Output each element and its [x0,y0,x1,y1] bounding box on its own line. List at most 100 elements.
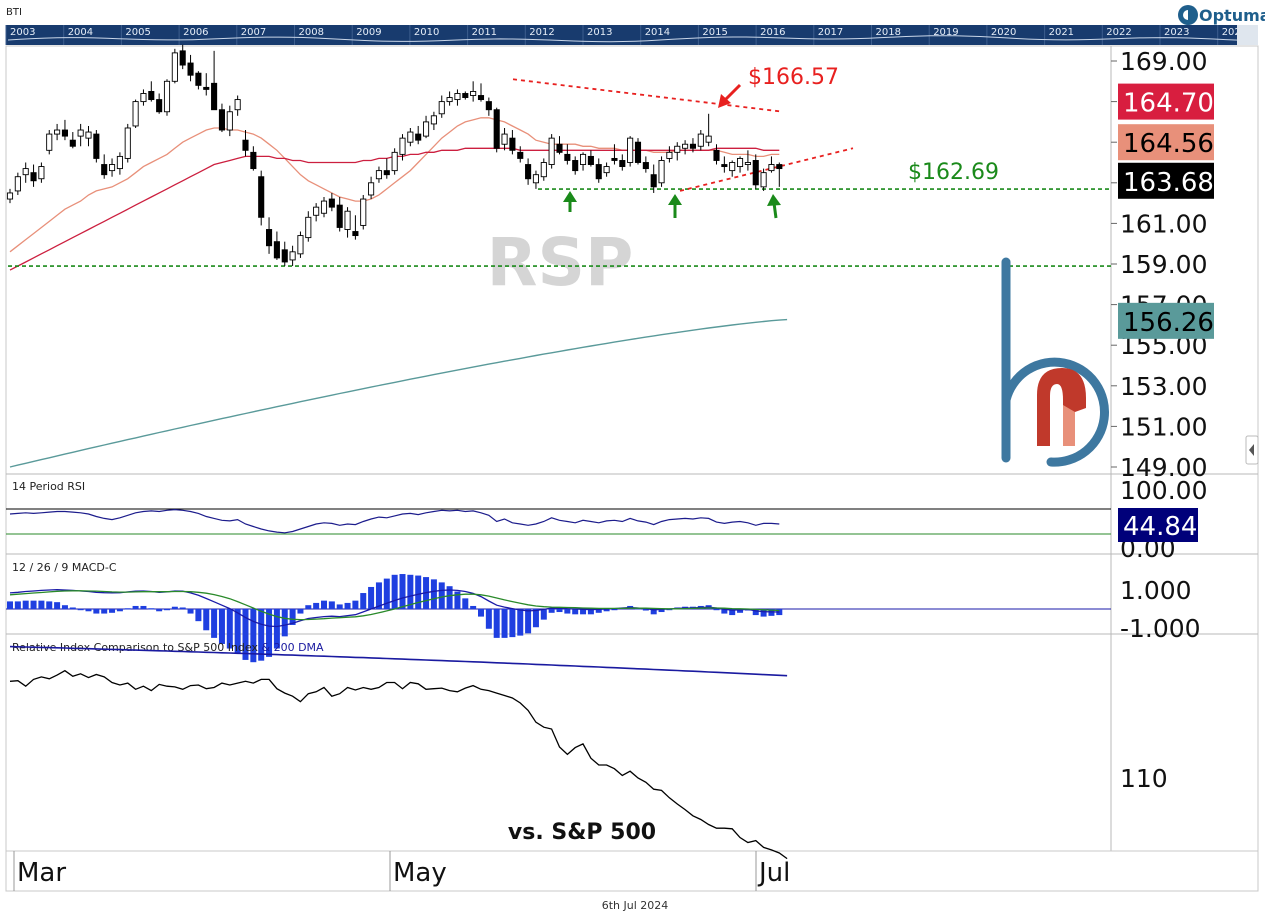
candle [360,194,367,230]
candle [446,91,453,106]
candle [603,162,610,177]
candle [61,119,68,141]
macd-histogram-bar [69,607,76,609]
macd-histogram [7,574,783,663]
candle [485,97,492,116]
candle [705,113,712,147]
candle [179,44,186,70]
macd-histogram-bar [721,609,728,614]
macd-histogram-bar [415,575,422,609]
timeline-navigator[interactable]: 2003 2004 2005 2006 2007 2008 2009 2010 2011 2012… [5,25,1258,45]
candle [415,125,422,145]
timeline-bar[interactable] [6,25,1258,45]
macd-histogram-bar [407,574,414,609]
candle [368,176,375,200]
candle [572,156,579,175]
candle [375,166,383,183]
timeline-year-label[interactable]: 2013 [587,27,612,38]
timeline-year-label[interactable]: 2015 [702,27,727,38]
timeline-year-label[interactable]: 2009 [356,27,381,38]
timeline-year-label[interactable]: 2021 [1049,27,1074,38]
svg-text:163.68: 163.68 [1123,168,1214,198]
timeline-year-label[interactable]: 2023 [1164,27,1189,38]
relative-y-axis: 110 [1120,764,1168,793]
rsi-line [9,508,780,534]
macd-histogram-bar [187,609,194,614]
price-tick-label: 153.00 [1120,372,1207,401]
side-panel-toggle[interactable] [1245,435,1259,465]
candle [477,83,485,102]
timeline-year-label[interactable]: 2019 [933,27,958,38]
candle [226,105,233,137]
candle [438,95,445,118]
timeline-year-label[interactable]: 2022 [1106,27,1131,38]
green-arrow-icon [563,191,577,212]
macd-histogram-bar [164,609,170,611]
timeline-year-label[interactable]: 2006 [183,27,208,38]
macd-histogram-bar [61,605,68,609]
macd-histogram-bar [242,609,249,660]
timeline-year-label[interactable]: 2017 [818,27,843,38]
timeline-year-label[interactable]: 2014 [645,27,670,38]
candle [258,170,265,226]
candlestick-series [6,44,783,267]
candle [116,152,123,175]
timeline-year-label[interactable]: 2007 [241,27,266,38]
macd-histogram-bar [250,609,257,663]
candle [320,197,328,218]
candle [768,156,775,173]
macd-histogram-bar [580,609,587,615]
candle [493,107,500,153]
rsi-title: 14 Period RSI [12,480,85,493]
macd-histogram-bar [273,609,280,649]
candle [548,134,555,169]
timeline-scroll-handle[interactable] [1237,25,1258,45]
timeline-year-label[interactable]: 2024 [1222,27,1247,38]
candle [163,79,171,116]
candle [462,91,469,100]
macd-histogram-bar [116,609,123,612]
relative-tick-label: 110 [1120,764,1168,793]
price-tick-label: 151.00 [1120,412,1207,441]
timeline-year-label[interactable]: 2003 [10,27,35,38]
macd-histogram-bar [556,609,563,613]
macd-histogram-bar [658,609,665,613]
macd-histogram-bar [517,609,524,636]
candle [218,103,226,133]
timeline-year-label[interactable]: 2011 [472,27,497,38]
macd-histogram-bar [352,600,359,609]
timeline-year-label[interactable]: 2018 [876,27,901,38]
rsi-y-axis: 100.000.00 [1120,476,1207,563]
candle [101,154,108,179]
macd-histogram-bar [587,609,594,615]
chevron-left-icon[interactable] [1249,444,1254,456]
macd-histogram-bar [218,609,225,644]
candle [470,81,477,102]
candle [313,203,320,222]
candle [195,71,202,90]
macd-histogram-bar [572,609,579,615]
candle [203,73,210,96]
macd-histogram-bar [737,609,744,613]
candle [187,54,194,82]
timeline-year-label[interactable]: 2008 [299,27,324,38]
price-label: 164.70 [1118,83,1214,120]
relative-title-suffix: & 200 DMA [258,641,324,654]
macd-histogram-bar [179,607,186,609]
candle [85,125,92,147]
timeline-year-label[interactable]: 2010 [414,27,439,38]
candle [54,123,61,141]
timeline-year-label[interactable]: 2004 [68,27,93,38]
candle [658,156,665,187]
timeline-year-label[interactable]: 2020 [991,27,1016,38]
candle [587,150,594,167]
timeline-year-label[interactable]: 2005 [125,27,150,38]
candle [211,50,218,111]
green-arrow-icon [668,194,682,218]
macd-histogram-bar [156,609,163,612]
svg-text:164.70: 164.70 [1123,89,1214,119]
macd-histogram-bar [313,602,320,609]
timeline-year-label[interactable]: 2012 [529,27,554,38]
timeline-year-label[interactable]: 2016 [760,27,785,38]
